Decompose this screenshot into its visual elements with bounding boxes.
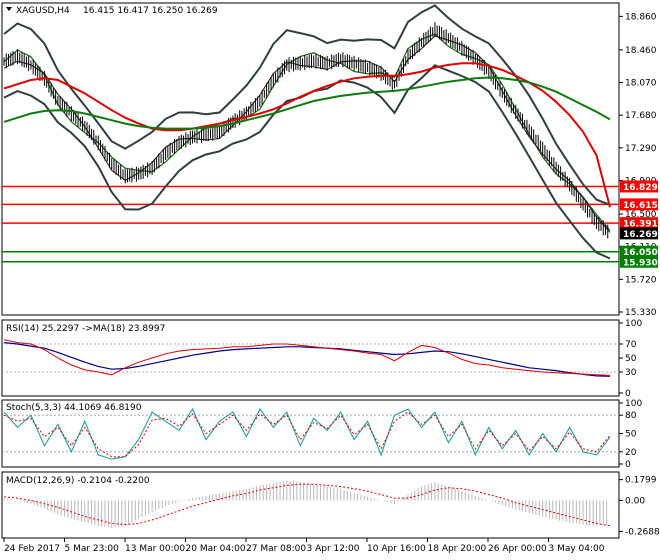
rsi-y-tick-label-3: 30	[625, 368, 637, 378]
time-label-2: 13 Mar 00:00	[125, 544, 185, 554]
time-label-4: 27 Mar 08:00	[246, 544, 306, 554]
price-y-tick-label-9: 15.330	[625, 308, 657, 318]
macd-y-ticks: 0.1799 0.00 -0.2688	[619, 476, 660, 537]
stoch-series	[2, 407, 619, 460]
time-label-8: 26 Apr 00:00	[488, 544, 547, 554]
ohlc-label: 16.415 16.417 16.250 16.269	[83, 6, 218, 16]
price-y-tick-label-8: 15.720	[625, 275, 657, 285]
ma-green-line	[3, 76, 611, 130]
price-panel-frame	[1, 2, 620, 316]
bollinger-upper	[3, 4, 611, 206]
time-label-3: 20 Mar 04:00	[186, 544, 246, 554]
support-tag-0-box	[620, 245, 658, 258]
collapse-triangle-icon[interactable]	[6, 7, 12, 11]
price-y-tick-label-1: 18.460	[625, 46, 657, 56]
resistance-tag-2-box	[620, 217, 658, 230]
rsi-y-ticks: 100 70 50 30 0	[619, 319, 642, 399]
resistance-tag-1-label: 16.615	[623, 201, 658, 211]
time-label-5: 3 Apr 12:00	[307, 544, 360, 554]
time-label-9: 3 May 04:00	[549, 544, 605, 554]
time-label-1: 5 Mar 23:00	[65, 544, 120, 554]
rsi-y-tick-label-2: 50	[625, 354, 637, 364]
price-y-tick-label-4: 17.290	[625, 144, 657, 154]
rsi-line	[3, 339, 611, 376]
resistance-tag-2-label: 16.391	[623, 220, 658, 230]
symbol-label: XAGUSD,H4	[16, 6, 70, 16]
price-y-tick-label-2: 18.070	[625, 79, 657, 89]
price-y-tick-label-3: 17.680	[625, 111, 657, 121]
price-y-ticks: 18.86018.46018.07017.68017.29016.90016.5…	[619, 12, 657, 318]
resistance-tag-0-box	[620, 180, 658, 193]
rsi-y-tick-label-0: 100	[625, 319, 642, 329]
macd-title: MACD(12,26,9) -0.2104 -0.2200	[6, 476, 150, 486]
stoch-y-tick-label-4: 0	[625, 460, 631, 470]
rsi-title: RSI(14) 25.2297 ->MA(18) 23.8997	[6, 324, 165, 334]
resistance-tag-1-box	[620, 198, 658, 211]
stoch-signal-line	[3, 411, 611, 458]
support-tag-1-box	[620, 255, 658, 268]
stoch-y-ticks: 100 80 50 20 0	[619, 399, 642, 470]
macd-y-tick-label-2: -0.2688	[625, 527, 660, 537]
support-tag-0-label: 16.050	[623, 248, 658, 258]
price-y-tick-label-0: 18.860	[625, 12, 657, 22]
rsi-y-tick-label-1: 70	[625, 340, 637, 350]
macd-signal-line	[3, 483, 611, 527]
stoch-y-tick-label-1: 80	[625, 411, 637, 421]
bollinger-bands	[3, 4, 611, 260]
resistance-tag-0-label: 16.829	[623, 183, 658, 193]
price-y-tick-label-6: 16.500	[625, 210, 657, 220]
rsi-series	[2, 339, 619, 377]
stoch-y-tick-label-0: 100	[625, 399, 642, 409]
time-label-6: 10 Apr 16:00	[367, 544, 426, 554]
current-price-tag-label: 16.269	[623, 230, 658, 240]
support-tag-1-label: 15.930	[623, 258, 658, 268]
time-label-7: 18 Apr 20:00	[428, 544, 487, 554]
macd-y-tick-label-1: 0.00	[625, 496, 645, 506]
time-axis: 24 Feb 2017 5 Mar 23:00 13 Mar 00:00 20 Mar…	[3, 538, 605, 554]
macd-series	[3, 480, 611, 529]
macd-y-tick-label-0: 0.1799	[625, 476, 657, 486]
stoch-y-tick-label-3: 20	[625, 448, 637, 458]
stoch-title: Stoch(5,3,3) 44.1069 46.8190	[6, 403, 142, 413]
ma-red-line	[3, 62, 611, 208]
stoch-y-tick-label-2: 50	[625, 430, 637, 440]
macd-panel-frame	[1, 471, 620, 539]
rsi-ma-line	[3, 342, 611, 377]
time-label-0: 24 Feb 2017	[4, 544, 60, 554]
rsi-y-tick-label-4: 0	[625, 389, 631, 399]
current-price-tag-box	[620, 227, 658, 240]
price-levels	[2, 185, 619, 263]
price-series	[3, 22, 611, 239]
